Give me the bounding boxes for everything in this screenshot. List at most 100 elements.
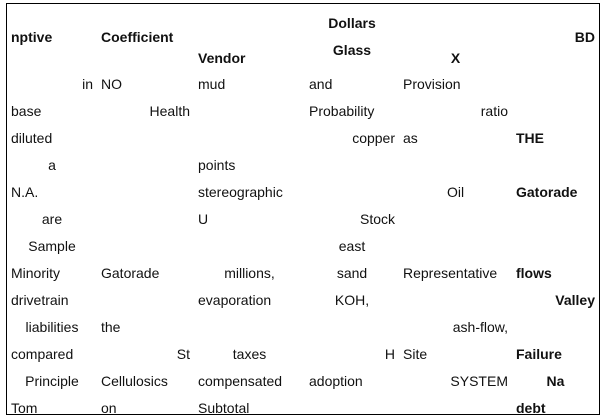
table-row: are U Stock [7,205,599,232]
table-row: a points [7,151,599,178]
table-cell: compensated [198,372,283,389]
table-cell: debt [516,399,546,415]
table-cell: Representative [403,264,498,281]
table-cell: St [176,345,190,362]
table-cell: Na [546,372,565,389]
table-cell: sand [336,264,368,281]
header-bd: BD [574,29,595,45]
table-row: base Health Probability ratio [7,97,599,124]
table-cell [97,178,194,205]
table-cell [399,151,512,178]
table-cell [305,178,399,205]
table-cell: in [82,75,93,92]
table-cell: Failure [516,345,562,362]
table-cell: compared [11,345,74,362]
table-cell [97,286,194,313]
header-x: X [450,50,461,66]
table-cell [97,205,194,232]
table-cell [512,232,599,259]
table-cell: taxes [232,345,267,362]
table-cell [512,313,599,340]
table-cell: Health [149,102,190,119]
table-cell: Gatorade [101,264,160,281]
table-cell: U [198,210,209,227]
table-row: drivetrain evaporation KOH, Valley [7,286,599,313]
header-glass: Glass [332,42,372,58]
table-row: N.A. stereographic Oil Gatorade [7,178,599,205]
table-cell [399,232,512,259]
table-cell: Sample [28,237,76,254]
table-cell [512,70,599,97]
header-nptive: nptive [11,29,53,45]
table-cell: SYSTEM [450,372,508,389]
table-cell [512,205,599,232]
table-cell [97,151,194,178]
table-cell: flows [516,264,552,281]
table-cell [305,151,399,178]
table-cell: Tom [11,399,38,415]
header-dollars: Dollars [328,15,376,31]
table-cell [194,313,305,340]
table-cell: millions, [224,264,275,281]
table-cell: as [403,129,418,146]
header-dollars-glass: Dollars Glass [305,4,399,70]
table-cell [97,232,194,259]
table-cell: on [101,399,117,415]
table-cell: ash-flow, [452,318,508,335]
table-cell: are [41,210,63,227]
table-row: liabilities the ash-flow, [7,313,599,340]
table-cell: Cellulosics [101,372,168,389]
table-cell: NO [101,75,122,92]
table-cell: Probability [309,102,375,119]
header-coefficient: Coefficient [101,29,174,45]
table-cell: base [11,102,42,119]
table-cell [194,124,305,151]
table-cell: N.A. [11,183,39,200]
table-cell: Subtotal [198,399,250,415]
table-cell: Stock [359,210,395,227]
table-cell: H [384,345,395,362]
table-row: Principle Cellulosics compensated adopti… [7,367,599,394]
table-cell: Gatorade [516,183,578,200]
table-row: Sample east [7,232,599,259]
table-cell: diluted [11,129,53,146]
table-cell: the [101,318,121,335]
table-cell: Minority [11,264,61,281]
table-cell: Site [403,345,428,362]
table-cell [399,205,512,232]
table-cell: THE [516,129,544,146]
table-row: compared St taxes H Site Failure [7,340,599,367]
table-cell: evaporation [198,291,272,308]
table-cell: east [338,237,366,254]
table-cell: adoption [309,372,363,389]
data-table-frame: nptive Coefficient Vendor Dollars Glass … [6,3,600,415]
table-cell [512,151,599,178]
table-cell [399,286,512,313]
data-table: nptive Coefficient Vendor Dollars Glass … [7,4,599,415]
table-cell [194,232,305,259]
table-cell: Principle [25,372,79,389]
table-row: Tom on Subtotal debt [7,394,599,415]
header-row: nptive Coefficient Vendor Dollars Glass … [7,4,599,70]
table-row: Minority Gatorade millions, sand Represe… [7,259,599,286]
table-cell: ratio [480,102,508,119]
table-cell: Oil [446,183,465,200]
table-row: diluted copper as THE [7,124,599,151]
table-cell: copper [352,129,395,146]
header-vendor: Vendor [198,50,246,66]
table-cell: liabilities [25,318,79,335]
table-cell: points [198,156,236,173]
table-cell: KOH, [334,291,370,308]
table-cell [399,394,512,414]
table-cell: a [48,156,56,173]
table-cell [305,313,399,340]
table-row: in NO mud and Provision [7,70,599,97]
table-cell: drivetrain [11,291,69,308]
table-cell: and [309,75,333,92]
table-cell [97,124,194,151]
table-cell [305,394,399,414]
table-cell [194,97,305,124]
table-cell: Valley [555,291,595,308]
table-cell: stereographic [198,183,283,200]
table-cell: Provision [403,75,461,92]
